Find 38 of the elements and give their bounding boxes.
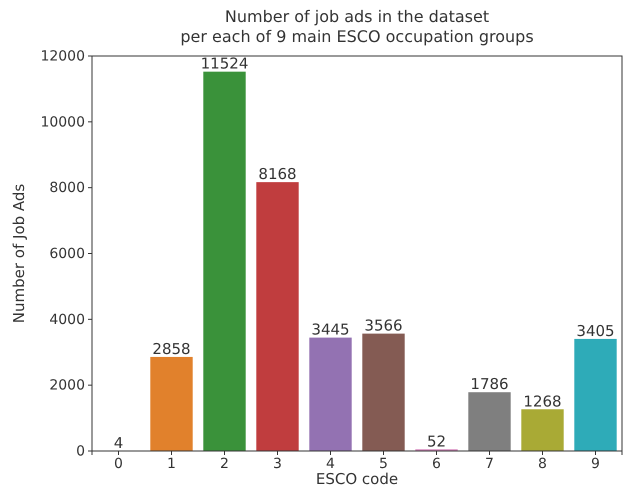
x-tick-label: 9 bbox=[591, 456, 600, 472]
data-label: 3405 bbox=[576, 322, 615, 340]
y-axis-title: Number of Job Ads bbox=[10, 184, 28, 324]
bar bbox=[309, 338, 352, 451]
data-label: 11524 bbox=[200, 54, 248, 73]
x-tick-label: 4 bbox=[326, 456, 336, 472]
x-tick-label: 2 bbox=[220, 456, 229, 472]
chart-title: Number of job ads in the dataset per each of 9 main ESCO occupation groups bbox=[180, 7, 534, 46]
x-tick-label: 7 bbox=[485, 456, 494, 472]
data-label: 3445 bbox=[311, 320, 350, 339]
x-axis-title: ESCO code bbox=[316, 470, 398, 488]
bar bbox=[150, 356, 193, 451]
bar bbox=[521, 409, 564, 451]
data-label: 1268 bbox=[523, 392, 562, 410]
x-tick-label: 8 bbox=[538, 456, 547, 472]
data-label: 52 bbox=[426, 432, 446, 450]
bar bbox=[574, 338, 617, 451]
y-tick-label: 12000 bbox=[40, 48, 85, 64]
x-tick-label: 0 bbox=[114, 456, 123, 472]
x-tick-label: 6 bbox=[432, 456, 442, 472]
data-label: 8168 bbox=[258, 165, 297, 184]
y-tick-label: 8000 bbox=[49, 180, 85, 196]
y-tick-label: 0 bbox=[76, 443, 85, 460]
bar bbox=[256, 182, 299, 451]
data-label: 2858 bbox=[152, 340, 191, 358]
bar bbox=[362, 334, 405, 451]
bar bbox=[203, 72, 246, 451]
x-tick-label: 3 bbox=[273, 456, 282, 472]
y-tick-label: 10000 bbox=[40, 114, 85, 130]
y-tick-label: 6000 bbox=[49, 246, 85, 262]
data-label: 4 bbox=[114, 434, 124, 452]
bar bbox=[468, 392, 511, 451]
data-label: 3566 bbox=[364, 316, 403, 335]
x-tick-label: 5 bbox=[379, 456, 388, 472]
data-label: 1786 bbox=[470, 375, 509, 394]
y-tick-label: 2000 bbox=[49, 378, 85, 394]
x-tick-label: 1 bbox=[167, 456, 176, 472]
y-tick-label: 4000 bbox=[49, 312, 85, 328]
